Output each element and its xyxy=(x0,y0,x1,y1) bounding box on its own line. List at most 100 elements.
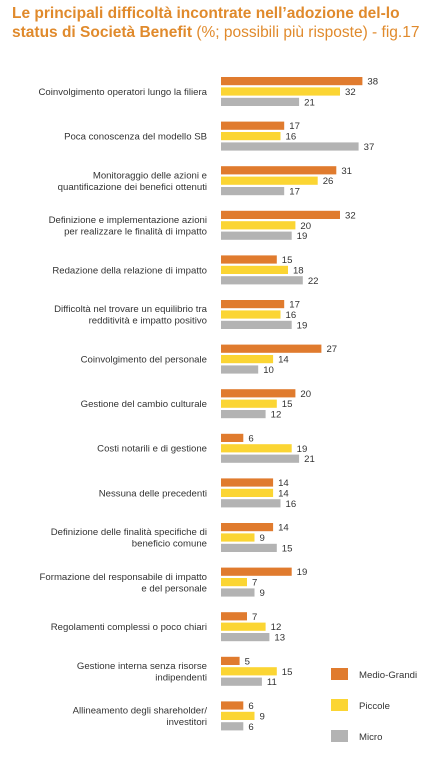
chart-title-main: Le principali difficoltà incontrate nell… xyxy=(12,5,400,41)
bar-medio-grandi xyxy=(221,344,322,353)
category-label: Coinvolgimento operatori lungo la filier… xyxy=(38,87,207,98)
legend-label: Piccole xyxy=(359,701,390,712)
bar-medio-grandi xyxy=(221,121,285,130)
value-label: 19 xyxy=(297,320,308,331)
category-label: Monitoraggio delle azioni e xyxy=(93,170,207,181)
bar-medio-grandi xyxy=(221,166,337,175)
bar-micro xyxy=(221,722,244,731)
category-label: Costi notarili e di gestione xyxy=(97,444,207,455)
value-label: 21 xyxy=(304,454,315,465)
bar-piccole xyxy=(221,355,274,364)
category-label: Regolamenti complessi o poco chiari xyxy=(51,622,207,633)
bar-piccole xyxy=(221,399,277,408)
bar-piccole xyxy=(221,533,255,542)
category-label: e del personale xyxy=(141,583,207,594)
bar-piccole xyxy=(221,87,340,96)
category-label: Coinvolgimento del personale xyxy=(81,355,207,366)
bar-micro xyxy=(221,633,270,642)
value-label: 12 xyxy=(271,622,282,633)
value-label: 15 xyxy=(282,255,293,266)
bar-piccole xyxy=(221,221,296,230)
value-label: 15 xyxy=(282,399,293,410)
value-label: 14 xyxy=(278,478,289,489)
category-label: Nessuna delle precedenti xyxy=(99,488,207,499)
bar-piccole xyxy=(221,176,318,185)
category-label: Redazione della relazione di impatto xyxy=(52,265,207,276)
bar-piccole xyxy=(221,622,266,631)
bar-piccole xyxy=(221,310,281,319)
value-label: 37 xyxy=(364,142,375,153)
value-label: 14 xyxy=(278,355,289,366)
value-label: 12 xyxy=(271,410,282,421)
value-label: 9 xyxy=(259,533,264,544)
value-label: 6 xyxy=(248,701,253,712)
legend-label: Micro xyxy=(359,732,382,743)
category-label: per realizzare le finalità di impatto xyxy=(64,226,207,237)
value-label: 5 xyxy=(245,656,250,667)
chart-title: Le principali difficoltà incontrate nell… xyxy=(12,4,440,42)
bar-medio-grandi xyxy=(221,478,274,487)
category-label: Formazione del responsabile di impatto xyxy=(40,572,207,583)
value-label: 19 xyxy=(297,444,308,455)
value-label: 10 xyxy=(263,365,274,376)
value-label: 14 xyxy=(278,488,289,499)
bar-piccole xyxy=(221,667,277,676)
value-label: 9 xyxy=(259,588,264,599)
value-label: 7 xyxy=(252,612,257,623)
category-label: Definizione delle finalità specifiche di xyxy=(51,527,207,538)
category-label: Gestione del cambio culturale xyxy=(81,399,207,410)
bar-medio-grandi xyxy=(221,656,240,665)
value-label: 17 xyxy=(289,121,300,132)
category-label: investitori xyxy=(166,717,207,728)
value-label: 16 xyxy=(286,132,297,143)
bar-piccole xyxy=(221,132,281,141)
category-label: indipendenti xyxy=(155,672,207,683)
bar-piccole xyxy=(221,488,274,497)
bar-medio-grandi xyxy=(221,77,363,86)
value-label: 6 xyxy=(248,722,253,733)
bar-micro xyxy=(221,97,300,106)
legend-swatch-medio-grandi xyxy=(331,668,348,680)
bar-medio-grandi xyxy=(221,567,292,576)
category-label: Poca conoscenza del modello SB xyxy=(64,132,207,143)
value-label: 15 xyxy=(282,543,293,554)
value-label: 17 xyxy=(289,300,300,311)
value-label: 32 xyxy=(345,210,356,221)
bar-piccole xyxy=(221,578,247,587)
legend-swatch-piccole xyxy=(331,699,348,711)
bar-micro xyxy=(221,410,266,419)
legend-label: Medio-Grandi xyxy=(359,670,417,681)
value-label: 19 xyxy=(297,567,308,578)
bar-medio-grandi xyxy=(221,255,277,264)
bar-medio-grandi xyxy=(221,612,247,621)
value-label: 15 xyxy=(282,667,293,678)
bar-medio-grandi xyxy=(221,523,274,532)
bar-micro xyxy=(221,588,255,597)
bar-micro xyxy=(221,677,262,686)
value-label: 19 xyxy=(297,231,308,242)
category-label: Definizione e implementazione azioni xyxy=(49,215,207,226)
value-label: 7 xyxy=(252,578,257,589)
category-label: Allineamento degli shareholder/ xyxy=(73,706,208,717)
bar-micro xyxy=(221,231,292,240)
bar-medio-grandi xyxy=(221,300,285,309)
value-label: 14 xyxy=(278,523,289,534)
value-label: 26 xyxy=(323,176,334,187)
bar-micro xyxy=(221,276,303,285)
value-label: 6 xyxy=(248,433,253,444)
category-label: quantificazione dei benefici ottenuti xyxy=(58,182,207,193)
chart-title-subtitle: (%; possibili più risposte) - fig.17 xyxy=(192,24,420,41)
category-label: Gestione interna senza risorse xyxy=(77,661,207,672)
bar-micro xyxy=(221,454,300,463)
value-label: 11 xyxy=(267,677,277,688)
value-label: 16 xyxy=(286,499,297,510)
value-label: 16 xyxy=(286,310,297,321)
category-label: Difficoltà nel trovare un equilibrio tra xyxy=(54,304,208,315)
bar-piccole xyxy=(221,265,288,274)
bar-medio-grandi xyxy=(221,210,340,219)
value-label: 21 xyxy=(304,97,315,108)
bar-micro xyxy=(221,320,292,329)
bar-micro xyxy=(221,499,281,508)
value-label: 32 xyxy=(345,87,356,98)
